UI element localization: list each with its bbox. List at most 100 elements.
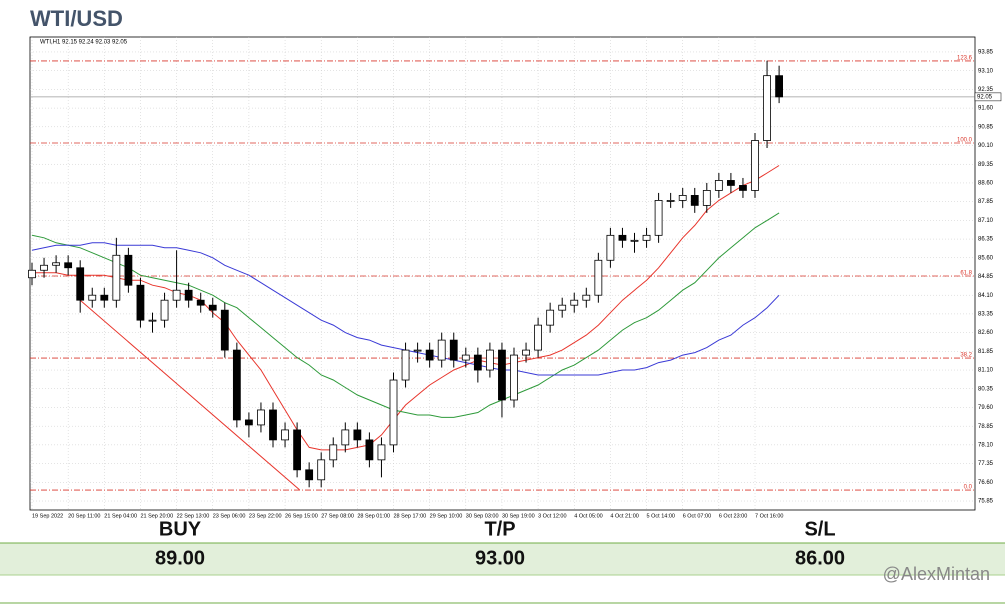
candle-body [160,299,169,321]
chart-info: WTI,H1 92.15 92.24 92.03 92.05 [40,40,128,46]
candle-body [485,349,494,371]
candle-body [220,309,229,351]
y-tick-label: 90.85 [978,124,994,130]
y-tick-label: 77.35 [978,461,994,467]
candle-body [305,469,314,481]
y-tick-label: 85.60 [978,255,994,261]
y-tick-label: 93.10 [978,68,994,74]
candle-body [124,254,133,286]
fib-label: 38.2 [960,353,972,359]
x-tick-label: 30 Sep 03:00 [466,513,499,519]
table-header: T/P [484,518,515,540]
x-tick-label: 4 Oct 05:00 [574,513,602,519]
y-tick-label: 87.10 [978,218,994,224]
candle-body [365,439,374,461]
last-price-label: 92.05 [977,94,993,100]
value-row-band [0,543,1005,575]
candle-body [100,294,109,301]
moving-average [31,212,780,418]
candle-body [413,349,422,352]
y-tick-label: 87.85 [978,199,994,205]
y-tick-label: 84.85 [978,274,994,280]
fib-label: 100.0 [957,138,973,144]
candle-body [666,200,675,202]
candle-body [654,200,663,236]
trendline [79,299,300,491]
candle-body [401,349,410,381]
candle-body [594,259,603,296]
candle-body [329,444,338,461]
y-tick-label: 79.60 [978,405,994,411]
y-tick-label: 76.60 [978,480,994,486]
candle-body [269,409,277,441]
candle-body [558,304,567,311]
fib-label: 123.6 [957,56,973,62]
candle-body [498,349,506,401]
candle-body [449,339,458,361]
candle-body [76,267,85,301]
y-tick-label: 81.10 [978,368,994,374]
table-value: 93.00 [475,547,525,569]
candle-body [739,185,747,191]
candle-body [751,140,759,191]
candle-body [775,75,783,98]
candle-body [702,190,711,206]
candle-body [196,299,205,306]
candle-body [763,75,771,141]
watermark: @AlexMintan [883,564,990,584]
x-tick-label: 6 Oct 07:00 [683,513,711,519]
candle-body [678,195,687,201]
last-price-box [974,92,1002,102]
candle-body [341,429,350,446]
y-tick-label: 83.35 [978,311,994,317]
candle-body [148,319,157,322]
candle-body [534,324,542,351]
chart-title: WTI/USD [30,6,123,31]
candle-body [172,289,181,301]
y-tick-label: 93.85 [978,50,994,56]
table-header: S/L [804,518,835,540]
x-tick-label: 28 Sep 01:00 [357,513,390,519]
candle-body [184,289,193,301]
candle-body [136,284,145,321]
candle-body [510,354,518,401]
candle-body [437,339,446,361]
candle-body [727,180,735,186]
y-tick-label: 88.60 [978,181,994,187]
candle-body [52,262,60,266]
y-tick-label: 90.10 [978,143,994,149]
candle-body [232,349,241,421]
x-tick-label: 28 Sep 17:00 [394,513,427,519]
x-tick-label: 3 Oct 12:00 [538,513,566,519]
y-tick-label: 78.10 [978,442,994,448]
x-tick-label: 22 Sep 13:00 [177,513,210,519]
x-tick-label: 19 Sep 2022 [32,513,63,519]
y-tick-label: 84.10 [978,293,994,299]
x-tick-label: 21 Sep 04:00 [104,513,137,519]
y-tick-label: 91.60 [978,106,994,112]
candle-body [473,354,482,371]
y-tick-label: 75.85 [978,499,994,505]
table-value: 89.00 [155,547,205,569]
candle-body [244,419,253,426]
x-tick-label: 5 Oct 14:00 [647,513,675,519]
x-tick-label: 29 Sep 10:00 [430,513,463,519]
candle-body [281,429,289,441]
x-tick-label: 23 Sep 22:00 [249,513,282,519]
x-tick-label: 27 Sep 08:00 [321,513,354,519]
candle-body [28,269,36,279]
x-tick-label: 30 Sep 19:00 [502,513,535,519]
candle-body [425,349,434,361]
fib-label: 61.8 [960,271,972,277]
candle-body [389,379,398,446]
y-tick-label: 82.60 [978,330,994,336]
table-value: 86.00 [795,547,845,569]
y-tick-label: 78.85 [978,424,994,430]
y-tick-label: 80.35 [978,386,994,392]
moving-average [32,165,780,451]
candle-body [293,429,302,471]
x-tick-label: 23 Sep 06:00 [213,513,246,519]
candle-body [570,299,579,306]
